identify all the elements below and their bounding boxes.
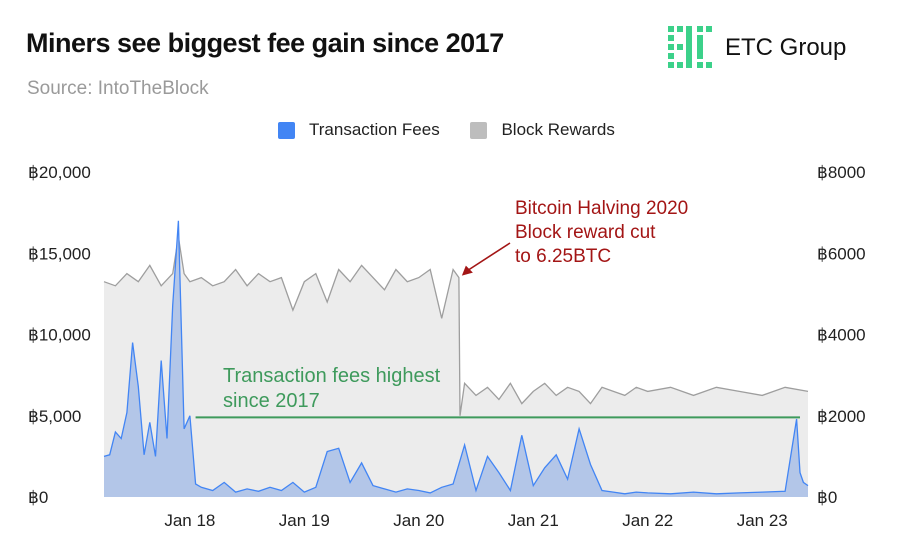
legend-swatch-rewards (470, 121, 488, 139)
y-right-tick-label-2: ฿4000 (817, 326, 866, 345)
transaction-fees-points (103, 220, 809, 494)
block-rewards-area (104, 237, 808, 497)
transaction-fees-area (104, 220, 808, 498)
block-rewards-line (103, 236, 809, 416)
y-right-tick-label-4: ฿8000 (817, 163, 866, 182)
legend-item-transaction-fees[interactable]: Transaction Fees (278, 120, 440, 140)
legend-label-fees: Transaction Fees (309, 120, 440, 139)
chart-source: Source: IntoTheBlock (27, 78, 209, 99)
legend: Transaction Fees Block Rewards (278, 120, 641, 144)
x-tick-label-5: Jan 23 (737, 511, 788, 530)
halving-arrow-head (461, 265, 473, 276)
legend-item-block-rewards[interactable]: Block Rewards (470, 120, 615, 140)
block-rewards-points (103, 236, 809, 416)
y-left-tick-label-4: ฿20,000 (28, 163, 91, 182)
x-tick-label-4: Jan 22 (622, 511, 673, 530)
etc-group-logo: ETC Group (668, 26, 878, 70)
etc-logo-icon (668, 26, 712, 68)
y-right-tick-label-0: ฿0 (817, 488, 837, 507)
y-right-tick-label-1: ฿2000 (817, 407, 866, 426)
halving-annotation-line-2: to 6.25BTC (515, 246, 611, 267)
y-left-tick-label-0: ฿0 (28, 488, 48, 507)
fees-annotation-line-1: since 2017 (223, 390, 320, 412)
y-left-tick-label-1: ฿5,000 (28, 407, 81, 426)
chart-title: Miners see biggest fee gain since 2017 (26, 28, 504, 58)
fees-annotation-line-0: Transaction fees highest (223, 365, 441, 387)
halving-arrow-line (465, 242, 511, 273)
halving-annotation-line-1: Block reward cut (515, 222, 656, 243)
logo-text: ETC Group (725, 34, 847, 61)
halving-annotation-line-0: Bitcoin Halving 2020 (515, 198, 688, 219)
x-tick-label-3: Jan 21 (508, 511, 559, 530)
legend-swatch-fees (278, 121, 295, 139)
x-tick-label-1: Jan 19 (279, 511, 330, 530)
legend-label-rewards: Block Rewards (501, 120, 615, 139)
x-tick-label-0: Jan 18 (164, 511, 215, 530)
x-tick-label-2: Jan 20 (393, 511, 444, 530)
y-right-tick-label-3: ฿6000 (817, 244, 866, 263)
y-left-tick-label-2: ฿10,000 (28, 326, 91, 345)
transaction-fees-line (103, 220, 809, 495)
y-left-tick-label-3: ฿15,000 (28, 244, 91, 263)
